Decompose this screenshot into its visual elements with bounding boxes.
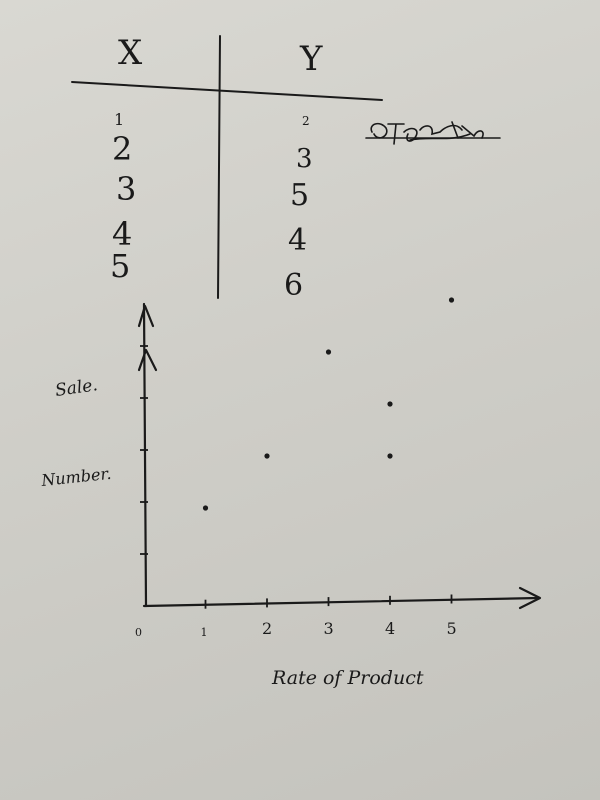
table-y-column: 2 3 5 4 6	[284, 114, 313, 303]
x-tick-label: 0	[135, 626, 142, 639]
y-axis-label-line1: Sale.	[54, 375, 99, 401]
table-cell-y: 6	[284, 268, 303, 303]
y-axis-arrow-lower	[137, 348, 158, 372]
scatter-point	[325, 349, 332, 355]
scatter-point	[448, 297, 455, 303]
x-tick-label: 2	[262, 619, 272, 638]
table-x-column: 1 2 3 4 5	[110, 110, 136, 285]
table-header-y: Y	[299, 39, 323, 79]
y-axis-label-line2: Number.	[39, 464, 112, 490]
table-cell-y: 2	[302, 114, 310, 128]
table-cell-x: 4	[112, 215, 132, 253]
x-tick-label: 3	[324, 619, 334, 638]
x-axis-label: Rate of Product	[271, 667, 424, 689]
chart-axes	[137, 302, 542, 610]
table-cell-y: 4	[288, 223, 307, 258]
table-cell-x: 1	[114, 110, 124, 129]
x-tick-label: 1	[201, 626, 208, 639]
scatter-point	[202, 505, 209, 511]
x-axis-ticks	[204, 594, 453, 609]
x-axis-arrow	[518, 586, 542, 610]
table-divider	[217, 35, 221, 299]
scatter-point	[264, 453, 270, 459]
y-axis-arrow-upper	[137, 304, 155, 328]
x-tick-label: 4	[385, 619, 395, 638]
table-cell-x: 3	[116, 170, 136, 208]
table-cell-x: 5	[110, 247, 130, 285]
y-axis-ticks	[140, 345, 148, 555]
table-header-rule	[71, 81, 383, 101]
table-cell-y: 3	[296, 144, 313, 174]
x-axis-line	[142, 596, 540, 608]
table-header-x: X	[118, 33, 143, 73]
scatter-points	[202, 297, 455, 511]
table-cell-y: 5	[290, 178, 309, 213]
table-cell-x: 2	[112, 130, 132, 168]
scatter-point	[387, 453, 393, 459]
crossed-out-scribble	[365, 121, 501, 145]
x-axis-tick-labels: 0 1 2 3 4 5	[135, 619, 457, 639]
x-tick-label: 5	[447, 619, 457, 638]
scatter-point	[387, 401, 393, 407]
